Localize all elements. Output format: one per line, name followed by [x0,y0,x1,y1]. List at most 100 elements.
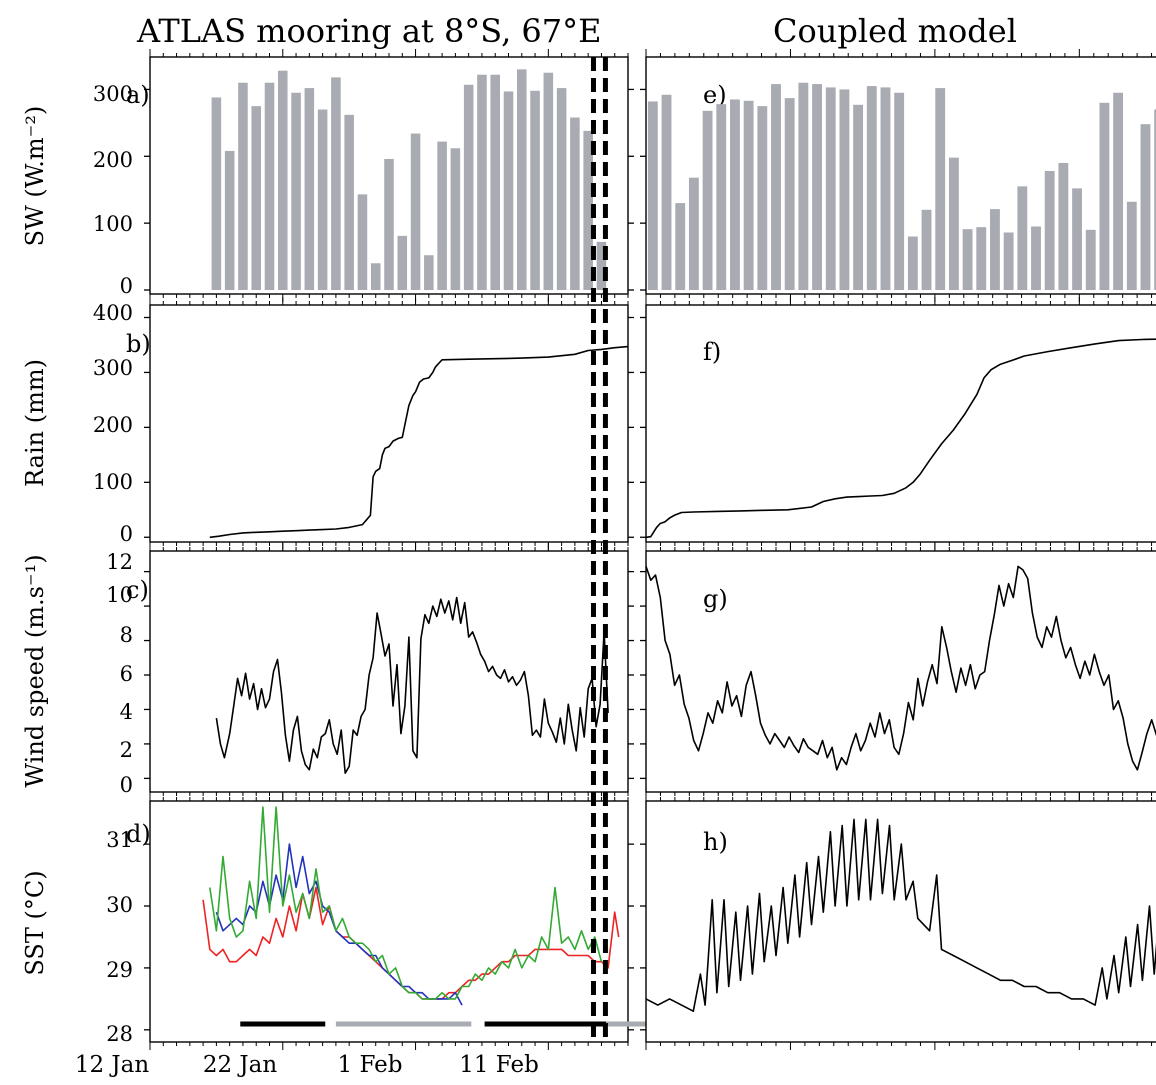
sw-bar [839,89,850,290]
panel-a-ytick: 200 [93,148,133,172]
sw-bar [583,130,593,290]
panel-h: h) [640,793,1156,1050]
sw-bar [477,74,487,290]
sw-bar [570,117,580,290]
sw-bar [853,104,864,290]
panel-c-ytick: 2 [120,738,133,762]
wind-line [645,565,1156,771]
sw-bar [424,255,434,290]
panel-g-letter: g) [703,585,728,613]
panel-g: g) [640,543,1156,800]
sw-bar [1140,124,1151,291]
panel-b-plot [144,297,634,550]
panel-e: e) [640,49,1156,302]
sw-bar [990,209,1000,290]
sw-bar [1099,102,1110,290]
panel-b-ylabel: Rain (mm) [21,359,49,487]
sw-bar [331,77,341,290]
sw-bar [291,92,301,291]
sw-bar [370,263,381,290]
x-tick-label: 22 Jan [203,1052,278,1078]
sw-bar [251,106,262,291]
sw-bar [516,69,527,290]
panel-c-ytick: 10 [106,583,133,607]
sw-bar [907,236,918,290]
sw-bar [771,84,781,290]
panel-c-letter: c) [126,576,149,604]
rain-line [645,338,1156,539]
sw-bar [1072,188,1082,290]
sw-bar [543,72,554,290]
x-axis-left: 12 Jan 22 Jan 1 Feb 11 Feb [75,1052,539,1078]
panel-c-ytick: 4 [120,700,133,724]
panel-b-letter: b) [126,330,151,358]
sw-bar [238,82,248,290]
sw-bar [716,104,727,290]
sw-bar [277,70,288,290]
wind-line [215,596,609,774]
panel-c-yticks: 0 2 4 6 8 10 12 [106,550,133,797]
sw-bar [730,99,740,290]
sw-bar [921,209,932,290]
sw-bar [317,109,328,290]
panel-a-yticks: 0 100 200 300 [93,82,133,298]
sw-bar [962,229,973,290]
sw-bar [304,88,315,290]
sw-bar [894,92,905,291]
sw-bar [675,203,686,290]
sw-bar [596,241,607,290]
sw-bar [1017,186,1028,290]
panel-e-letter: e) [703,81,727,109]
panel-a-letter: a) [126,81,150,109]
sw-bar [1044,170,1055,290]
sst-line [209,806,603,1000]
event-dashed-lines [590,57,608,1042]
panel-d-ylabel: SST (°C) [21,870,49,975]
sw-bar [344,114,354,290]
sw-bar [880,87,891,291]
sw-bar [743,100,754,291]
panel-d-yticks: 28 29 30 31 [106,828,133,1046]
panel-c: c) Wind speed (m.s⁻¹) 0 2 4 6 8 10 12 [21,543,634,800]
sw-bar [211,97,222,290]
panel-b-ytick: 100 [93,470,133,494]
sw-bar [825,87,836,291]
panel-f-letter: f) [703,338,721,366]
panel-a-ytick: 100 [93,212,133,236]
panel-h-letter: h) [703,828,728,856]
sw-bar [490,74,501,290]
right-column-title: Coupled model [773,12,1017,50]
sw-bar [1031,226,1041,290]
sw-bar [224,150,235,290]
sw-bar [866,86,877,290]
panel-c-ytick: 8 [120,623,133,647]
sw-bar [661,94,672,290]
panel-d-letter: d) [126,820,151,848]
panel-b-ytick: 200 [93,413,133,437]
panel-c-ytick: 12 [106,550,133,574]
sw-bar [647,101,658,290]
panel-c-ytick: 0 [120,773,133,797]
panel-d: d) SST (°C) 28 29 30 31 [21,793,647,1050]
panel-a-ylabel: SW (W.m⁻²) [21,106,49,247]
panel-a: a) SW (W.m⁻²) 0 100 200 300 [21,49,634,302]
sw-bar [688,177,699,290]
sw-bar [935,88,946,290]
panel-h-plot [640,793,1156,1050]
sw-bar [357,194,368,290]
panel-a-ytick: 0 [120,274,133,298]
panel-d-ytick: 30 [106,893,133,917]
sw-bar [702,110,713,290]
sw-bar [1126,201,1137,290]
panel-c-ylabel: Wind speed (m.s⁻¹) [21,554,49,787]
x-tick-label: 12 Jan [75,1052,150,1078]
panel-d-ytick: 29 [106,958,133,982]
sw-bar [784,98,795,291]
sw-bar [757,106,768,291]
panel-b-yticks: 0 100 200 300 400 [93,301,133,546]
sw-bar [812,84,822,290]
panel-b-ytick: 400 [93,301,133,325]
sw-bar [463,84,474,291]
sw-bar [450,148,461,290]
